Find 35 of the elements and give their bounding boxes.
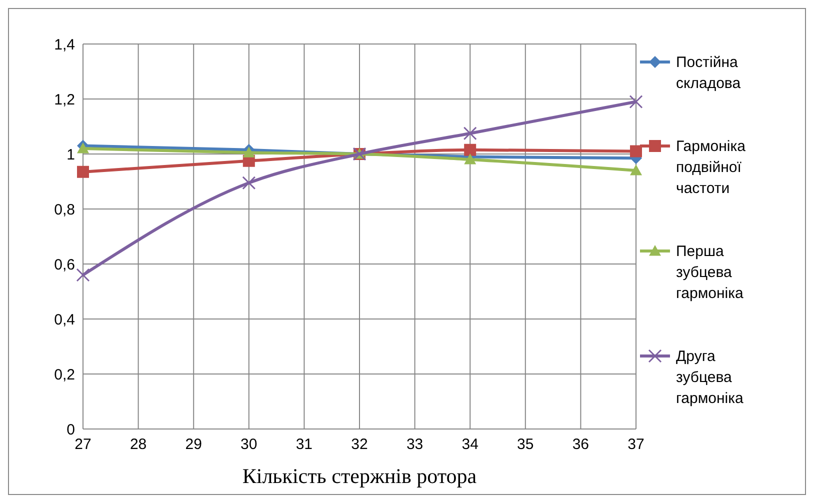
x-tick-label: 32 (351, 436, 368, 453)
x-tick-label: 27 (74, 436, 92, 453)
y-tick-label: 0,2 (54, 366, 75, 384)
x-tick-label: 31 (296, 436, 313, 453)
point (242, 146, 255, 158)
point (464, 154, 476, 164)
y-tick-label: 1,4 (54, 36, 75, 54)
point (464, 144, 476, 156)
point (77, 142, 89, 154)
x-tick-label: 34 (462, 436, 478, 453)
y-tick-label: 0,8 (54, 201, 75, 218)
point (630, 145, 642, 158)
x-tick-label: 37 (628, 436, 644, 453)
y-tick-label: 0,4 (54, 311, 75, 328)
y-tick-label: 1,2 (54, 91, 75, 108)
x-tick-label: 35 (517, 436, 534, 453)
legend-label: Друга зубцева гармоніка (676, 348, 744, 407)
x-tick-label: 36 (572, 436, 590, 453)
point (463, 126, 477, 140)
x-tick-label: 33 (406, 436, 424, 453)
point (630, 164, 642, 176)
x-tick-label: 30 (240, 436, 258, 453)
point (77, 166, 89, 178)
y-tick-label: 1 (66, 146, 75, 164)
x-tick-label: 29 (185, 436, 202, 453)
point (242, 176, 256, 190)
y-tick-label: 0,6 (54, 256, 75, 274)
x-tick-label: 28 (130, 436, 147, 453)
legend-label: Перша зубцева гармоніка (676, 243, 744, 302)
x-axis-title: Кількість стержнів ротора (242, 464, 478, 488)
legend-label: Постійна складова (676, 54, 742, 92)
legend-label: Гармоніка подвійної частоти (676, 138, 746, 197)
point (629, 95, 643, 108)
point (76, 268, 90, 282)
y-tick-label: 0 (66, 421, 75, 438)
